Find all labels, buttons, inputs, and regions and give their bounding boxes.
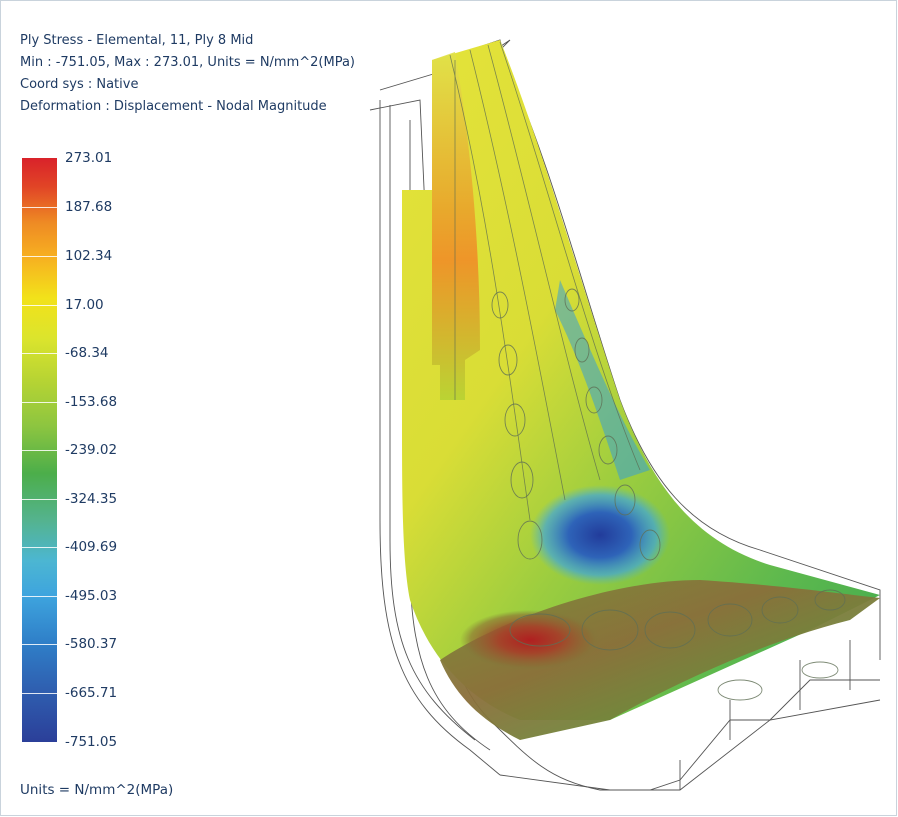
color-legend: 273.01 187.68 102.34 17.00 -68.34 -153.6…	[22, 150, 142, 750]
legend-tick	[22, 547, 57, 548]
lightening-holes	[491, 288, 846, 701]
legend-tick	[22, 402, 57, 403]
legend-label: -153.68	[65, 394, 118, 410]
legend-tick	[22, 450, 57, 451]
coord-sys-readout: Coord sys : Native	[20, 77, 139, 92]
legend-label: -495.03	[65, 588, 118, 604]
high-stress-strip	[432, 52, 480, 400]
blue-gradient-band	[555, 280, 650, 480]
result-title: Ply Stress - Elemental, 11, Ply 8 Mid	[20, 33, 254, 48]
seat-model-contour-plot	[369, 39, 881, 791]
legend-label: -409.69	[65, 539, 118, 555]
backrest-stress-surface	[402, 40, 880, 720]
legend-label: -751.05	[65, 734, 118, 750]
min-stress-zone	[530, 485, 670, 585]
legend-label: 187.68	[65, 199, 113, 215]
legend-tick	[22, 499, 57, 500]
legend-tick	[22, 693, 57, 694]
legend-label: 17.00	[65, 297, 104, 313]
legend-label: -580.37	[65, 636, 118, 652]
deformation-readout: Deformation : Displacement - Nodal Magni…	[20, 99, 327, 114]
legend-label: -665.71	[65, 685, 118, 701]
max-stress-zone	[460, 610, 600, 670]
legend-tick	[22, 353, 57, 354]
units-note: Units = N/mm^2(MPa)	[20, 782, 174, 798]
legend-label: 273.01	[65, 150, 113, 166]
result-header: Ply Stress - Elemental, 11, Ply 8 Mid Mi…	[20, 30, 355, 118]
legend-label: -239.02	[65, 442, 118, 458]
legend-tick	[22, 256, 57, 257]
legend-label: -324.35	[65, 491, 118, 507]
legend-tick	[22, 305, 57, 306]
min-max-readout: Min : -751.05, Max : 273.01, Units = N/m…	[20, 55, 355, 70]
legend-label: 102.34	[65, 248, 113, 264]
legend-tick	[22, 596, 57, 597]
legend-tick	[22, 644, 57, 645]
stringer-lines	[449, 41, 641, 521]
legend-tick	[22, 207, 57, 208]
legend-label: -68.34	[65, 345, 109, 361]
